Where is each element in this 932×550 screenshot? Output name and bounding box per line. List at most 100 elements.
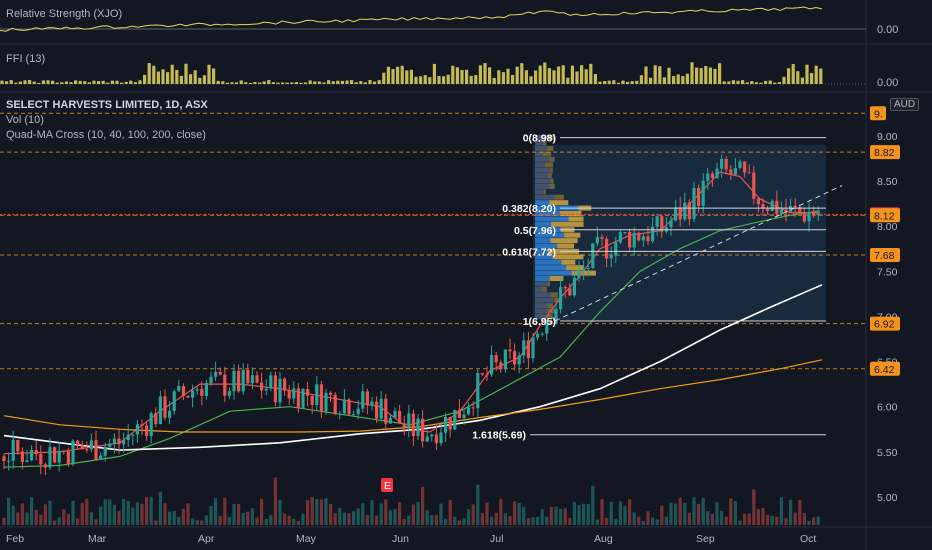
profile-bar-up	[535, 227, 561, 233]
time-axis[interactable]: Feb Mar Apr May Jun Jul Aug Sep Oct	[6, 533, 816, 545]
profile-bar-up	[535, 173, 548, 179]
profile-bar-down	[550, 178, 554, 184]
candle-body	[407, 413, 411, 428]
ffi-bar	[511, 74, 515, 84]
volume-bar	[540, 509, 544, 525]
ffi-bar	[55, 82, 59, 84]
candle-body	[789, 205, 793, 212]
profile-bar-up	[535, 194, 555, 200]
profile-bar-up	[535, 243, 558, 249]
volume-bar	[563, 508, 567, 525]
ffi-bar	[501, 72, 505, 84]
profile-bar-up	[535, 254, 554, 260]
volume-bar	[39, 514, 43, 525]
volume-bar	[30, 497, 34, 525]
volume-bar	[53, 520, 57, 525]
candle-body	[494, 355, 498, 363]
currency-badge[interactable]: AUD	[890, 98, 920, 111]
fib-retracement: 0(8.98) 0.382(8.20) 0.5(7.96) 0.618(7.72) 1(…	[381, 133, 843, 492]
rs-line	[0, 6, 823, 32]
ffi-bar	[37, 82, 41, 84]
ffi-bar	[428, 77, 432, 84]
ffi-bar	[419, 76, 423, 84]
profile-bar-down	[557, 243, 575, 249]
ffi-bar	[764, 80, 768, 84]
ffi-bar	[350, 80, 354, 84]
price-tick: 8.50	[877, 176, 898, 188]
candle-body	[660, 216, 664, 232]
volume-bar	[287, 515, 291, 525]
ffi-bar	[110, 80, 114, 84]
candle-body	[89, 440, 93, 450]
candle-body	[526, 340, 530, 359]
ffi-bar	[373, 81, 377, 84]
candle-body	[43, 464, 47, 468]
candle-body	[669, 220, 673, 228]
volume-bar	[499, 498, 503, 525]
candle-body	[752, 172, 756, 199]
volume-bar	[572, 502, 576, 525]
volume-bar	[172, 510, 176, 525]
ffi-bar	[626, 81, 630, 84]
volume-bar	[628, 499, 632, 525]
volume-indicator-title[interactable]: Vol (10)	[6, 114, 44, 126]
candle-body	[430, 434, 434, 437]
profile-bar-down	[541, 286, 547, 292]
ffi-bar	[455, 67, 459, 84]
candle-body	[398, 410, 402, 424]
ffi-bar	[18, 81, 22, 84]
candle-body	[338, 413, 342, 415]
ffi-bar	[446, 74, 450, 84]
volume-bar	[485, 502, 489, 525]
candle-body	[209, 376, 213, 383]
volume-bar	[577, 505, 581, 525]
candle-body	[292, 388, 296, 399]
profile-bar-up	[535, 156, 550, 162]
volume-bar	[683, 502, 687, 525]
candle-body	[559, 286, 563, 310]
ffi-bar	[423, 75, 427, 84]
candle-body	[545, 321, 549, 334]
volume-bar	[338, 508, 342, 525]
ffi-bar	[51, 80, 55, 84]
ffi-bar	[184, 63, 188, 84]
volume-bar	[11, 505, 15, 525]
fib-label: 0(8.98)	[523, 133, 556, 145]
volume-bar	[71, 500, 75, 525]
candle-body	[204, 382, 208, 396]
fib-zone-rect	[533, 144, 826, 321]
ffi-bar	[115, 80, 119, 84]
candle-body	[485, 374, 489, 376]
ffi-bar	[451, 65, 455, 84]
profile-bar-up	[535, 162, 545, 168]
ffi-bar	[14, 82, 18, 84]
volume-bar	[393, 509, 397, 525]
volume-bar	[301, 513, 305, 525]
ffi-bar	[695, 67, 699, 84]
ma-indicator-title[interactable]: Quad-MA Cross (10, 40, 100, 200, close)	[6, 129, 206, 141]
candle-body	[131, 434, 135, 436]
volume-bar	[674, 503, 678, 525]
profile-bar-down	[547, 313, 553, 319]
candle-body	[439, 432, 443, 444]
volume-bar	[99, 506, 103, 525]
profile-bar-down	[566, 265, 585, 271]
symbol-title[interactable]: SELECT HARVESTS LIMITED, 1D, ASX	[6, 99, 208, 111]
candle-body	[379, 398, 383, 419]
candle-body	[536, 333, 540, 338]
candle-body	[34, 450, 38, 455]
candle-body	[462, 414, 466, 419]
candle-body	[361, 391, 365, 409]
price-axis[interactable]: 9.008.508.007.507.006.506.005.505.008.82…	[870, 106, 900, 504]
ffi-bar	[731, 80, 735, 84]
volume-bar	[209, 505, 213, 525]
profile-bar-up	[535, 200, 550, 206]
volume-bar	[724, 516, 728, 525]
candle-body	[706, 173, 710, 182]
ffi-bar	[276, 82, 280, 84]
volume-bar	[361, 503, 365, 525]
ffi-bar	[745, 82, 749, 84]
ffi-bar	[0, 80, 4, 84]
volume-bar	[177, 517, 181, 525]
